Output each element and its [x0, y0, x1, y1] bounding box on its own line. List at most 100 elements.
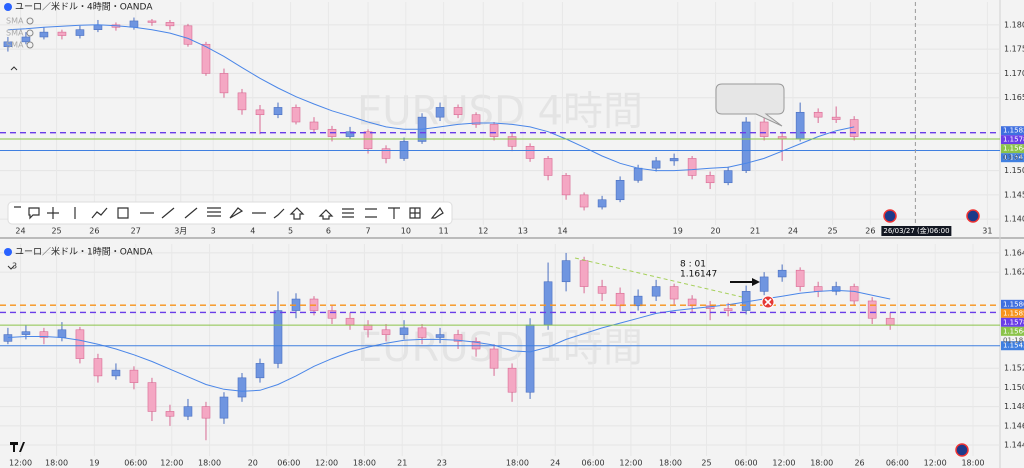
- candle-body: [417, 327, 427, 338]
- x-tick-label: 24: [550, 459, 560, 468]
- candle-body: [453, 107, 463, 116]
- x-tick-label: 12:00: [924, 459, 947, 468]
- x-tick-label: 12:00: [315, 459, 338, 468]
- x-tick-label: 20: [248, 459, 258, 468]
- x-tick-label: 25: [827, 227, 837, 236]
- candle-body: [93, 24, 103, 30]
- price-label-bg: [1001, 341, 1024, 351]
- candle-body: [39, 31, 49, 38]
- price-label: 1.15649: [1003, 145, 1024, 153]
- x-tick-label: 12:00: [772, 459, 795, 468]
- candle-body: [453, 334, 463, 342]
- candle-body: [615, 180, 625, 201]
- price-label: 1.15865: [1003, 300, 1024, 308]
- axis: 1.14000 1.14500 1.15000 1.16500 1.17000 1.175…: [15, 20, 1024, 235]
- event-icon[interactable]: [955, 443, 969, 457]
- candle-body: [201, 43, 211, 74]
- price-label: 1.15414: [1003, 154, 1024, 162]
- status-icons: [4, 3, 980, 457]
- y-tick-label: 1.14400: [1004, 441, 1024, 450]
- candle-body: [489, 348, 499, 369]
- candle-body: [669, 158, 679, 162]
- price-label-bg: [1001, 326, 1024, 336]
- candle-body: [579, 260, 589, 287]
- candle-body: [615, 292, 625, 307]
- candle-body: [57, 329, 67, 338]
- y-tick-label: 1.14000: [1004, 215, 1024, 224]
- candle-body: [651, 160, 661, 169]
- crosshair-time: 06:00: [929, 227, 949, 235]
- candle-body: [309, 121, 319, 130]
- x-tick-label: 7: [365, 227, 370, 236]
- x-tick-label: 18:00: [198, 459, 221, 468]
- x-tick-label: 06:00: [886, 459, 909, 468]
- candle-body: [543, 158, 553, 176]
- y-tick-label: 1.17000: [1004, 69, 1024, 78]
- x-tick-label: 23: [437, 459, 447, 468]
- candle-body: [507, 367, 517, 393]
- y-tick-label: 1.16400: [1004, 248, 1024, 257]
- candle-body: [129, 369, 139, 383]
- candle-body: [21, 331, 31, 335]
- event-icon[interactable]: [883, 209, 897, 223]
- price-label: 1.15649: [1003, 327, 1024, 335]
- candle-body: [471, 114, 481, 125]
- candle-body: [831, 286, 841, 292]
- x-tick-label: 12:00: [9, 459, 32, 468]
- candle-body: [795, 111, 805, 140]
- candle-body: [867, 300, 877, 319]
- crosshair-date: 26/03/27 (金): [883, 226, 929, 235]
- x-tick-label: 26: [865, 227, 875, 236]
- x-tick-label: 21: [750, 227, 760, 236]
- candle-body: [849, 286, 859, 302]
- visibility-icon: [26, 29, 34, 37]
- candle-body: [759, 121, 769, 137]
- countdown: 01:18: [1003, 336, 1023, 344]
- x-tick-label: 3: [211, 227, 216, 236]
- x-tick-label: 13: [518, 227, 528, 236]
- collapse-icon[interactable]: [10, 66, 18, 71]
- candle-body: [669, 286, 679, 300]
- candle-body: [111, 369, 121, 377]
- candle-body: [399, 327, 409, 335]
- candle-body: [129, 20, 139, 28]
- x-tick-label: 06:00: [124, 459, 147, 468]
- candle-body: [345, 131, 355, 137]
- candle-body: [435, 334, 445, 338]
- x-tick-label: 24: [788, 227, 798, 236]
- price-label-bg: [1001, 317, 1024, 327]
- legend-item: 3: [12, 262, 17, 271]
- close-marker-x: [764, 298, 772, 306]
- x-tick-label: 18:00: [659, 459, 682, 468]
- x-tick-label: 4: [250, 227, 255, 236]
- candle-body: [813, 286, 823, 292]
- x-tick-label: 19: [89, 459, 99, 468]
- x-tick-label: 25: [701, 459, 711, 468]
- callout: [715, 83, 785, 127]
- price-label: 1.15821: [1003, 127, 1024, 135]
- visibility-icon: [26, 17, 34, 25]
- x-tick-label: 12: [478, 227, 488, 236]
- candle-body: [183, 406, 193, 417]
- axis: 1.14400 1.14600 1.14800 1.15000 1.15200 1.162…: [9, 248, 1024, 467]
- legend-item: SMA: [6, 17, 24, 26]
- x-tick-label: 12:00: [160, 459, 183, 468]
- crosshair-label-bg: [881, 226, 952, 236]
- candle-body: [201, 406, 211, 419]
- candle-body: [255, 363, 265, 379]
- candle-body: [381, 148, 391, 159]
- candle-body: [363, 131, 373, 150]
- candle-body: [471, 341, 481, 350]
- candle-body: [291, 107, 301, 123]
- candle-body: [633, 295, 643, 307]
- y-tick-label: 1.18000: [1004, 20, 1024, 29]
- y-tick-label: 1.14800: [1004, 402, 1024, 411]
- drawing-toolbar[interactable]: [7, 201, 453, 225]
- candle-body: [741, 121, 751, 171]
- expand-icon[interactable]: [7, 265, 15, 270]
- candle-body: [795, 269, 805, 287]
- drawings: [574, 83, 785, 309]
- candle-body: [651, 286, 661, 297]
- candle-body: [705, 175, 715, 184]
- event-icon[interactable]: [966, 209, 980, 223]
